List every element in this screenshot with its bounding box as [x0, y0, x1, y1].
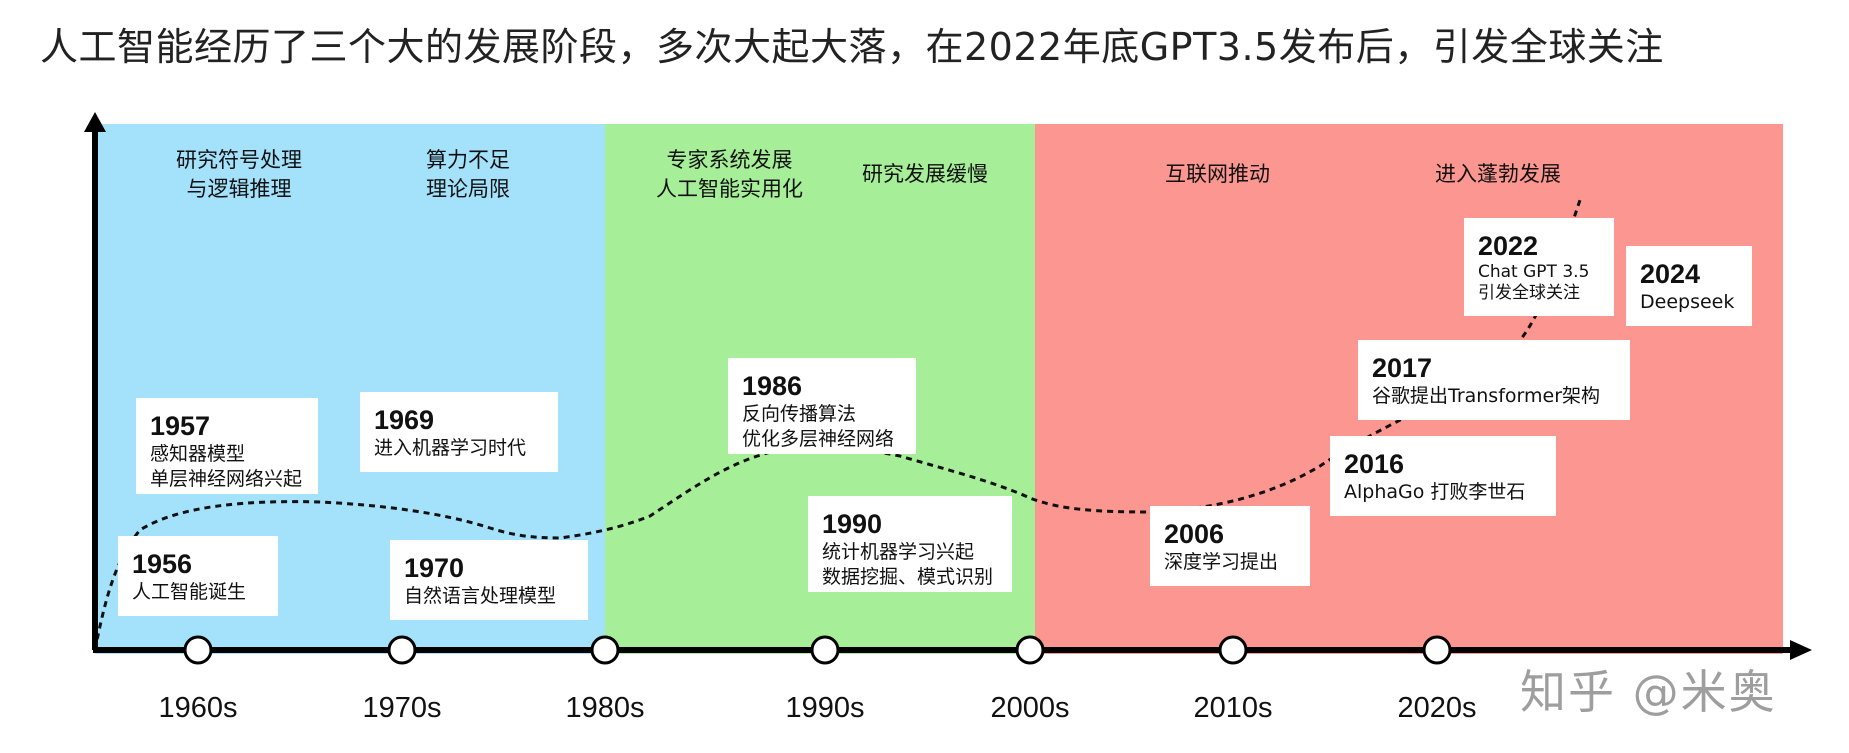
phase-line: 人工智能实用化 — [656, 177, 803, 201]
decade-markers — [183, 635, 1452, 665]
event-text: 深度学习提出 — [1164, 551, 1279, 573]
event-card-1956: 1956 人工智能诞生 — [118, 536, 278, 616]
phase-label-expert-systems: 专家系统发展 人工智能实用化 — [656, 146, 803, 204]
phase-line: 理论局限 — [426, 177, 510, 201]
event-year: 2022 — [1478, 231, 1539, 261]
event-card-2024: 2024 Deepseek — [1626, 246, 1752, 326]
phase-label-compute-limit: 算力不足 理论局限 — [426, 146, 510, 204]
phase-label-slow-growth: 研究发展缓慢 — [862, 160, 988, 189]
decade-marker — [590, 635, 620, 665]
event-card-2022: 2022 Chat GPT 3.5 引发全球关注 — [1464, 218, 1614, 316]
decade-marker — [810, 635, 840, 665]
event-year: 2016 — [1344, 449, 1405, 479]
page-title: 人工智能经历了三个大的发展阶段，多次大起大落，在2022年底GPT3.5发布后，… — [40, 25, 1664, 69]
decade-label: 1990s — [785, 692, 865, 724]
event-text: Chat GPT 3.5 — [1478, 262, 1590, 282]
event-text: 单层神经网络兴起 — [150, 468, 303, 490]
decade-label: 1960s — [158, 692, 238, 724]
event-year: 1990 — [822, 509, 883, 539]
phase-line: 与逻辑推理 — [186, 177, 292, 201]
event-year: 1970 — [404, 553, 465, 583]
event-card-1990: 1990 统计机器学习兴起 数据挖掘、模式识别 — [808, 496, 1012, 592]
event-year: 1969 — [374, 405, 435, 435]
phase-line: 进入蓬勃发展 — [1435, 162, 1561, 186]
event-text: AlphaGo 打败李世石 — [1344, 481, 1526, 503]
x-axis-arrow — [1790, 640, 1812, 660]
event-card-2016: 2016 AlphaGo 打败李世石 — [1330, 436, 1556, 516]
decade-marker — [183, 635, 213, 665]
event-text: 统计机器学习兴起 — [822, 541, 975, 563]
decade-label: 1970s — [362, 692, 442, 724]
decade-marker — [1218, 635, 1248, 665]
event-text: 谷歌提出Transformer架构 — [1372, 385, 1601, 407]
event-text: 自然语言处理模型 — [404, 585, 557, 607]
event-text: 数据挖掘、模式识别 — [822, 566, 994, 588]
event-year: 2006 — [1164, 519, 1225, 549]
trend-curve — [93, 199, 1582, 651]
event-text: 进入机器学习时代 — [374, 437, 527, 459]
event-year: 1956 — [132, 549, 193, 579]
y-axis-arrow — [84, 112, 106, 132]
phase-line: 互联网推动 — [1165, 162, 1270, 186]
decade-marker — [1015, 635, 1045, 665]
event-card-1969: 1969 进入机器学习时代 — [360, 392, 558, 472]
decade-label: 2010s — [1193, 692, 1273, 724]
event-text: 人工智能诞生 — [132, 581, 247, 603]
event-card-1957: 1957 感知器模型 单层神经网络兴起 — [136, 398, 318, 494]
event-text: 反向传播算法 — [742, 403, 857, 425]
phase-line: 专家系统发展 — [666, 148, 793, 172]
event-year: 1986 — [742, 371, 803, 401]
event-text: 感知器模型 — [150, 443, 246, 465]
phase-label-boom: 进入蓬勃发展 — [1435, 160, 1561, 189]
phase-label-internet: 互联网推动 — [1165, 160, 1270, 189]
event-year: 2017 — [1372, 353, 1433, 383]
event-card-2017: 2017 谷歌提出Transformer架构 — [1358, 340, 1630, 420]
event-text: 优化多层神经网络 — [742, 428, 895, 450]
phase-label-symbolic: 研究符号处理 与逻辑推理 — [176, 146, 302, 204]
phase-line: 研究符号处理 — [176, 148, 302, 172]
phase-line: 算力不足 — [426, 148, 510, 172]
decade-marker — [387, 635, 417, 665]
phase-line: 研究发展缓慢 — [862, 162, 988, 186]
decade-marker — [1422, 635, 1452, 665]
event-card-1970: 1970 自然语言处理模型 — [390, 540, 588, 620]
decade-label: 1980s — [565, 692, 645, 724]
event-year: 2024 — [1640, 259, 1701, 289]
watermark: 知乎 @米奥 — [1520, 665, 1777, 719]
event-card-2006: 2006 深度学习提出 — [1150, 506, 1310, 586]
decade-label: 2000s — [990, 692, 1070, 724]
decade-label: 2020s — [1397, 692, 1477, 724]
event-text: 引发全球关注 — [1478, 283, 1580, 303]
event-card-1986: 1986 反向传播算法 优化多层神经网络 — [728, 358, 916, 454]
event-year: 1957 — [150, 411, 211, 441]
event-text: Deepseek — [1640, 291, 1735, 313]
